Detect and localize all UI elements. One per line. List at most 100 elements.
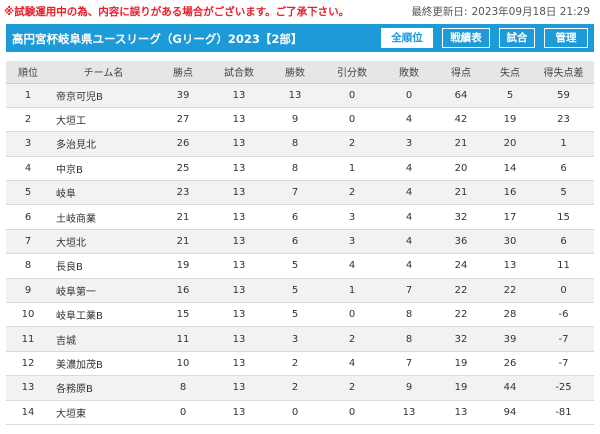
column-header-losses: 敗数: [383, 61, 435, 84]
cell-wins: 5: [269, 278, 321, 304]
cell-draws: 2: [321, 326, 383, 352]
cell-wins: 6: [269, 204, 321, 230]
cell-team: 中京B: [50, 156, 157, 182]
cell-points: 10: [157, 351, 209, 377]
column-header-rank: 順位: [6, 61, 50, 84]
cell-points: 16: [157, 278, 209, 304]
cell-wins: 2: [269, 351, 321, 377]
cell-team: 岐阜工業B: [50, 302, 157, 328]
standings-table: 順位 チーム名 勝点 試合数 勝数 引分数 敗数 得点 失点 得失点差 1 帝京可…: [6, 61, 594, 425]
cell-points: 21: [157, 229, 209, 255]
cell-goals-against: 16: [487, 180, 533, 206]
cell-rank: 2: [6, 107, 50, 133]
cell-draws: 3: [321, 204, 383, 230]
cell-goals-against: 30: [487, 229, 533, 255]
cell-played: 13: [209, 131, 269, 157]
cell-goal-difference: 15: [533, 204, 594, 230]
cell-points: 11: [157, 326, 209, 352]
cell-goal-difference: -81: [533, 400, 594, 425]
cell-played: 13: [209, 278, 269, 304]
table-row: 14 大垣東 0 13 0 0 13 13 94 -81: [6, 400, 594, 425]
cell-played: 13: [209, 253, 269, 279]
cell-goal-difference: 5: [533, 180, 594, 206]
cell-played: 13: [209, 302, 269, 328]
cell-team: 大垣東: [50, 400, 157, 425]
table-row: 13 各務原B 8 13 2 2 9 19 44 -25: [6, 375, 594, 401]
table-row: 3 多治見北 26 13 8 2 3 21 20 1: [6, 131, 594, 157]
cell-team: 土岐商業: [50, 204, 157, 230]
cell-points: 25: [157, 156, 209, 182]
last-updated-label: 最終更新日:: [411, 6, 468, 18]
cell-played: 13: [209, 83, 269, 108]
cell-team: 吉城: [50, 326, 157, 352]
cell-played: 13: [209, 400, 269, 425]
cell-goal-difference: -7: [533, 351, 594, 377]
cell-rank: 11: [6, 326, 50, 352]
cell-goals-for: 22: [435, 302, 487, 328]
cell-wins: 7: [269, 180, 321, 206]
cell-rank: 6: [6, 204, 50, 230]
cell-wins: 5: [269, 302, 321, 328]
tab-admin[interactable]: 管理: [544, 28, 588, 48]
last-updated-value: 2023年09月18日 21:29: [471, 6, 590, 18]
cell-draws: 0: [321, 83, 383, 108]
cell-draws: 0: [321, 400, 383, 425]
table-header-row: 順位 チーム名 勝点 試合数 勝数 引分数 敗数 得点 失点 得失点差: [6, 61, 594, 84]
cell-team: 岐阜第一: [50, 278, 157, 304]
cell-played: 13: [209, 229, 269, 255]
table-row: 1 帝京可児B 39 13 13 0 0 64 5 59: [6, 83, 594, 108]
cell-goals-against: 19: [487, 107, 533, 133]
cell-rank: 3: [6, 131, 50, 157]
cell-team: 各務原B: [50, 375, 157, 401]
column-header-team: チーム名: [50, 61, 157, 84]
cell-goals-against: 14: [487, 156, 533, 182]
column-header-points: 勝点: [157, 61, 209, 84]
league-header-bar: 高円宮杯岐阜県ユースリーグ（Gリーグ）2023【2部】 全順位 戦績表 試合 管…: [6, 24, 594, 52]
cell-points: 19: [157, 253, 209, 279]
cell-goal-difference: -7: [533, 326, 594, 352]
cell-goals-against: 26: [487, 351, 533, 377]
cell-points: 8: [157, 375, 209, 401]
tab-all-standings[interactable]: 全順位: [381, 28, 433, 48]
cell-played: 13: [209, 180, 269, 206]
table-row: 6 土岐商業 21 13 6 3 4 32 17 15: [6, 204, 594, 230]
cell-points: 21: [157, 204, 209, 230]
cell-goals-for: 21: [435, 180, 487, 206]
cell-losses: 9: [383, 375, 435, 401]
cell-goals-for: 21: [435, 131, 487, 157]
cell-points: 0: [157, 400, 209, 425]
tab-results-table[interactable]: 戦績表: [442, 28, 490, 48]
cell-goals-against: 5: [487, 83, 533, 108]
cell-goal-difference: 11: [533, 253, 594, 279]
cell-team: 長良B: [50, 253, 157, 279]
table-row: 5 岐阜 23 13 7 2 4 21 16 5: [6, 180, 594, 206]
column-header-goal-difference: 得失点差: [533, 61, 594, 84]
cell-draws: 4: [321, 351, 383, 377]
cell-played: 13: [209, 375, 269, 401]
cell-played: 13: [209, 107, 269, 133]
cell-points: 15: [157, 302, 209, 328]
cell-rank: 9: [6, 278, 50, 304]
tab-matches[interactable]: 試合: [499, 28, 535, 48]
cell-draws: 4: [321, 253, 383, 279]
cell-losses: 4: [383, 253, 435, 279]
cell-rank: 12: [6, 351, 50, 377]
cell-draws: 2: [321, 375, 383, 401]
cell-rank: 5: [6, 180, 50, 206]
standings-body: 1 帝京可児B 39 13 13 0 0 64 5 59 2 大垣工 27 13 9 0 4 42 19 23 3 多治見…: [6, 83, 594, 425]
table-row: 2 大垣工 27 13 9 0 4 42 19 23: [6, 107, 594, 133]
cell-goal-difference: -25: [533, 375, 594, 401]
cell-rank: 14: [6, 400, 50, 425]
cell-goals-for: 19: [435, 351, 487, 377]
cell-wins: 8: [269, 131, 321, 157]
cell-losses: 4: [383, 156, 435, 182]
cell-team: 多治見北: [50, 131, 157, 157]
cell-rank: 13: [6, 375, 50, 401]
cell-goals-against: 17: [487, 204, 533, 230]
cell-points: 39: [157, 83, 209, 108]
trial-notice: ※試験運用中の為、内容に誤りがある場合がございます。ご了承下さい。: [4, 6, 350, 18]
cell-rank: 7: [6, 229, 50, 255]
cell-goals-against: 44: [487, 375, 533, 401]
cell-draws: 2: [321, 131, 383, 157]
cell-losses: 4: [383, 180, 435, 206]
